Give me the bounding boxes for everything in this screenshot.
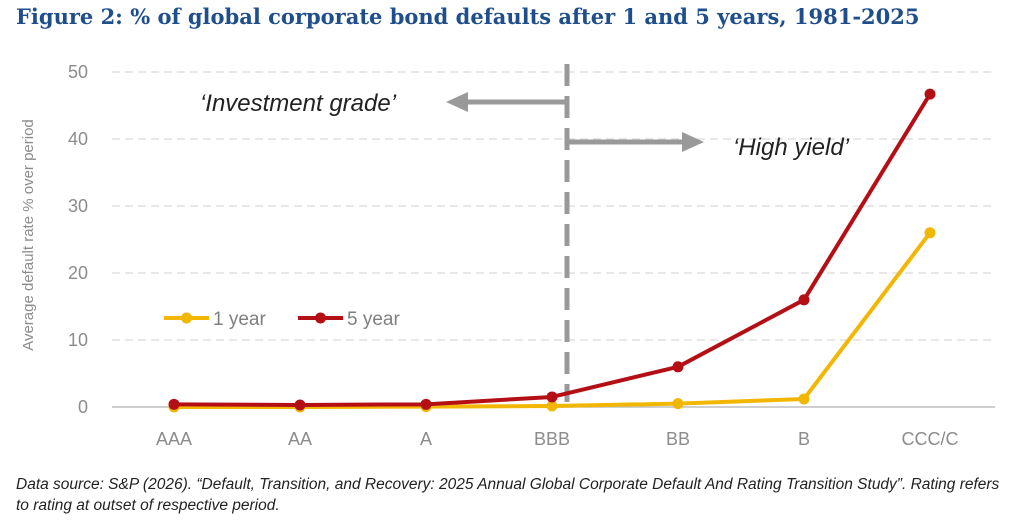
y-axis-label: Average default rate % over period <box>20 119 37 351</box>
data-point <box>546 400 558 412</box>
x-tick-label: CCC/C <box>902 429 959 449</box>
data-point <box>672 361 684 373</box>
gridlines <box>112 71 995 408</box>
left-arrow-icon <box>446 92 468 112</box>
x-tick-label: A <box>420 429 432 449</box>
data-point <box>294 399 306 411</box>
y-tick-labels: 0 10 20 30 40 50 <box>68 62 88 417</box>
right-arrow-icon <box>682 132 704 152</box>
source-note: Data source: S&P (2026). “Default, Trans… <box>16 476 1000 514</box>
y-tick-label: 0 <box>78 397 88 417</box>
legend-label: 5 year <box>347 309 400 330</box>
x-tick-label: BBB <box>534 429 570 449</box>
legend-swatch-marker <box>181 312 192 324</box>
y-tick-label: 20 <box>68 263 88 283</box>
investment-grade-label: ‘Investment grade’ <box>200 90 397 117</box>
x-tick-label: B <box>798 429 810 449</box>
data-point <box>168 398 180 410</box>
data-point <box>798 294 810 306</box>
data-point <box>924 88 936 100</box>
x-tick-label: AAA <box>156 429 192 449</box>
data-point <box>672 398 684 410</box>
legend-label: 1 year <box>213 309 266 330</box>
data-point <box>798 393 810 405</box>
data-point <box>546 391 558 403</box>
y-tick-label: 10 <box>68 330 88 350</box>
y-tick-label: 30 <box>68 196 88 216</box>
high-yield-label: ‘High yield’ <box>733 134 850 161</box>
legend-swatch-marker <box>315 312 326 324</box>
data-point <box>924 227 936 239</box>
x-tick-label: BB <box>666 429 690 449</box>
legend: 1 year 5 year <box>164 309 400 330</box>
series <box>168 88 936 413</box>
data-point <box>420 398 432 410</box>
series-line-1-year <box>174 231 932 409</box>
chart-title: Figure 2: % of global corporate bond def… <box>16 4 920 29</box>
x-tick-labels: AAA AA A BBB BB B CCC/C <box>156 429 959 449</box>
investment-grade-divider <box>446 64 704 402</box>
y-tick-label: 50 <box>68 62 88 82</box>
x-tick-label: AA <box>288 429 312 449</box>
y-tick-label: 40 <box>68 129 88 149</box>
